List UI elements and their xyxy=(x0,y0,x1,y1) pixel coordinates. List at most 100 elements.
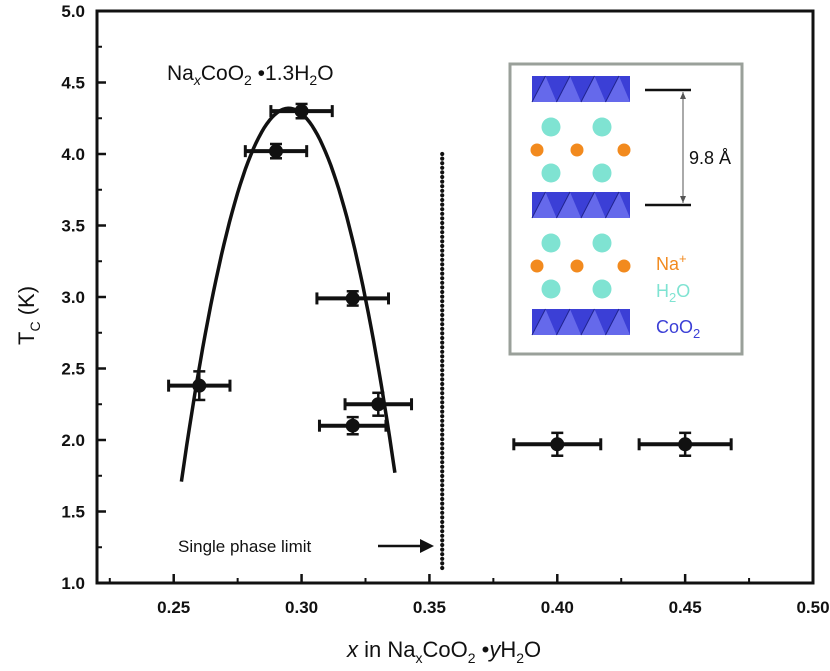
coo2-edge xyxy=(605,308,620,336)
phase-limit-dot xyxy=(440,519,445,525)
phase-limit-dot xyxy=(440,253,445,258)
phase-limit-dot xyxy=(440,510,445,515)
phase-limit-dot xyxy=(440,386,445,391)
coo2-edge xyxy=(580,308,595,336)
coo2-octahedron xyxy=(605,192,630,218)
y-tick-label: 2.5 xyxy=(61,360,85,379)
water-molecule xyxy=(541,117,561,137)
phase-limit-dot xyxy=(440,533,445,538)
phase-limit-dot xyxy=(440,492,445,497)
phase-limit-dot xyxy=(440,335,445,341)
phase-limit-dot xyxy=(440,289,445,295)
water-molecule xyxy=(592,279,612,299)
na-ion xyxy=(530,259,544,273)
phase-limit-dot xyxy=(440,299,445,304)
phase-limit-dot xyxy=(440,363,445,368)
coo2-octahedron xyxy=(581,192,606,218)
data-point xyxy=(512,431,603,457)
phase-limit-dot xyxy=(440,243,445,249)
coo2-edge xyxy=(556,191,571,219)
water-molecule xyxy=(592,163,612,183)
coo2-edge xyxy=(580,75,595,103)
phase-limit-dot xyxy=(440,506,445,511)
phase-limit-dot xyxy=(440,450,445,456)
formula-annotation: NaxCoO2 •1.3H2O xyxy=(167,62,334,88)
phase-limit-dot xyxy=(440,262,445,267)
phase-limit-dot xyxy=(440,423,445,428)
phase-limit-dot xyxy=(440,239,445,244)
x-tick-label: 0.50 xyxy=(796,598,829,617)
y-tick-label: 3.5 xyxy=(61,217,85,236)
phase-limit-dot xyxy=(440,483,445,488)
coo2-octahedron xyxy=(581,76,606,102)
phase-limit-label: Single phase limit xyxy=(178,537,312,556)
phase-limit-dot xyxy=(440,285,445,290)
structure-inset: 9.8 Å Na+ H2O CoO2 xyxy=(508,62,744,356)
phase-limit-dot xyxy=(440,303,445,308)
y-axis-ticks: 1.0 1.5 2.0 2.5 3.0 3.5 4.0 4.5 5.0 xyxy=(61,2,106,593)
phase-limit-dot xyxy=(440,418,445,423)
water-molecule xyxy=(592,117,612,137)
data-marker xyxy=(345,291,360,306)
y-tick-label: 3.0 xyxy=(61,288,85,307)
phase-limit-dot xyxy=(440,473,445,479)
phase-limit-dot xyxy=(440,276,445,281)
phase-limit-dot xyxy=(440,487,445,492)
phase-limit-dot xyxy=(440,216,445,221)
data-marker xyxy=(294,104,309,119)
coo2-octahedron xyxy=(532,192,557,218)
phase-limit-dot xyxy=(440,547,445,552)
na-ion xyxy=(530,143,544,157)
phase-limit-dot xyxy=(440,400,445,405)
y-tick-label: 5.0 xyxy=(61,2,85,21)
phase-limit-dot xyxy=(440,271,445,276)
phase-limit-dot xyxy=(440,220,445,226)
phase-limit-dot xyxy=(440,225,445,230)
x-axis-title: x in NaxCoO2 •yH2O xyxy=(346,637,541,666)
data-marker xyxy=(269,144,283,159)
coo2-edge xyxy=(531,191,546,219)
phase-limit-dot xyxy=(440,515,445,520)
na-ion xyxy=(617,259,631,273)
phase-limit-dot xyxy=(440,538,445,543)
phase-limit-dot xyxy=(440,211,445,216)
phase-limit-dot xyxy=(440,165,445,170)
phase-limit-dot xyxy=(440,432,445,437)
data-marker xyxy=(371,397,386,412)
phase-limit-dot xyxy=(440,501,445,506)
water-molecule xyxy=(541,279,561,299)
phase-limit-dot xyxy=(440,151,445,157)
phase-limit-dot xyxy=(440,496,445,502)
phase-limit-dot xyxy=(440,427,445,433)
na-ion xyxy=(617,143,631,157)
phase-limit-dot xyxy=(440,156,445,161)
phase-limit-dot xyxy=(440,234,445,239)
data-marker xyxy=(345,418,360,433)
phase-limit-dot xyxy=(440,202,445,207)
data-point xyxy=(343,391,414,417)
data-point xyxy=(317,415,388,436)
coo2-octahedron xyxy=(556,76,581,102)
x-tick-label: 0.25 xyxy=(157,598,190,617)
phase-limit-dot xyxy=(440,460,445,465)
water-molecule xyxy=(541,163,561,183)
y-tick-label: 1.0 xyxy=(61,574,85,593)
phase-limit-dot xyxy=(440,377,445,382)
phase-limit-dot xyxy=(440,312,445,318)
phase-limit-dot xyxy=(440,326,445,331)
phase-limit-dot xyxy=(440,542,445,548)
phase-limit-dot xyxy=(440,437,445,442)
phase-limit-dot xyxy=(440,381,445,387)
data-marker xyxy=(678,437,693,452)
phase-limit-dot xyxy=(440,446,445,451)
phase-limit-dot xyxy=(440,340,445,345)
y-axis-title: TC (K) xyxy=(14,286,43,345)
coo2-octahedron xyxy=(556,192,581,218)
phase-limit-dot xyxy=(440,161,445,166)
coo2-edge xyxy=(580,191,595,219)
phase-limit-dot xyxy=(440,556,445,561)
phase-limit-dot xyxy=(440,561,445,566)
coo2-layer xyxy=(531,75,630,103)
phase-limit-dot xyxy=(440,188,445,193)
